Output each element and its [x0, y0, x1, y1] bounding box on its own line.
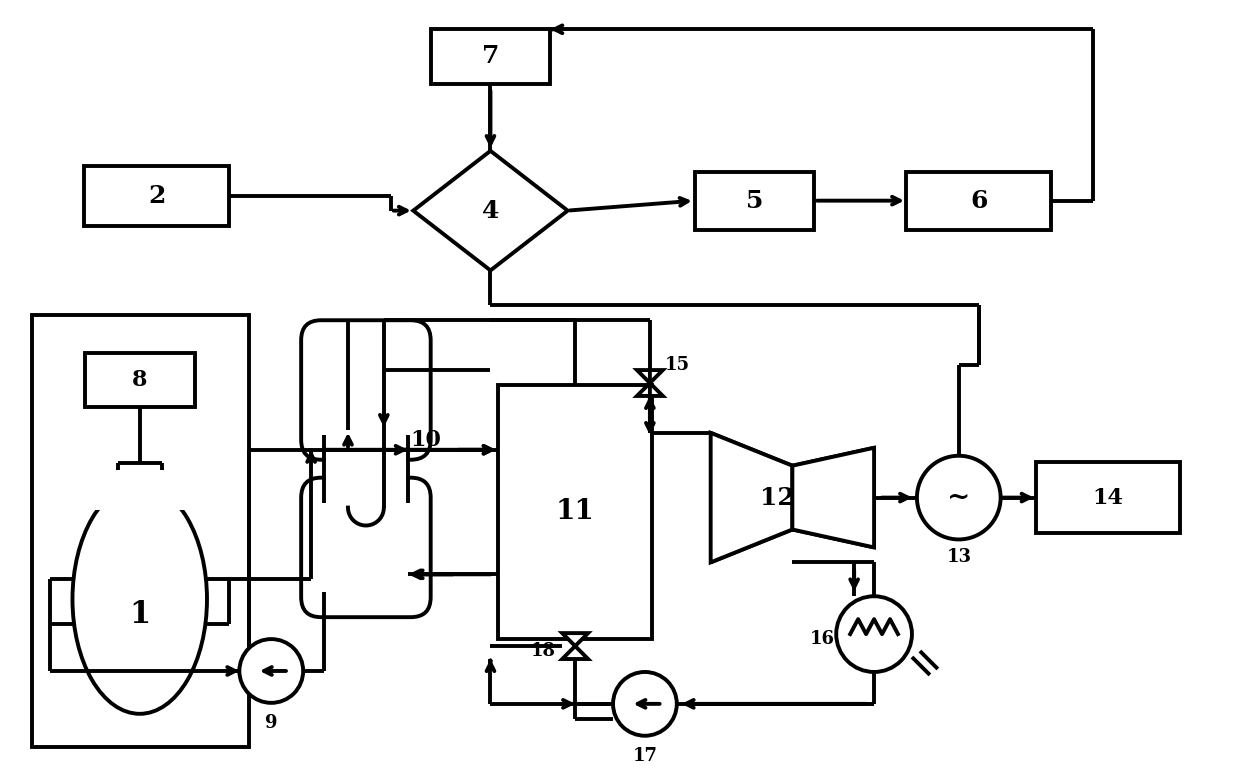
Text: 1: 1: [129, 598, 150, 630]
Text: 15: 15: [665, 356, 691, 374]
Bar: [498, 384, 652, 638]
Text: 10: 10: [410, 428, 441, 451]
Bar: [84, 166, 229, 225]
Bar: [430, 29, 551, 83]
Circle shape: [613, 672, 677, 736]
Text: 11: 11: [556, 498, 594, 525]
Text: ~: ~: [947, 484, 971, 511]
Text: 12: 12: [760, 486, 795, 510]
Polygon shape: [711, 433, 792, 562]
Bar: [326, 430, 405, 507]
Circle shape: [239, 639, 303, 703]
Text: 5: 5: [745, 188, 763, 212]
Text: 2: 2: [148, 184, 165, 208]
Circle shape: [916, 455, 1001, 540]
Bar: [84, 353, 195, 408]
Text: 7: 7: [482, 44, 500, 68]
Bar: [32, 315, 249, 747]
Polygon shape: [562, 646, 588, 659]
FancyBboxPatch shape: [301, 320, 430, 460]
Polygon shape: [637, 370, 663, 383]
Polygon shape: [562, 633, 588, 646]
Bar: [694, 172, 815, 229]
Bar: [60, 469, 219, 510]
Text: 8: 8: [131, 369, 148, 391]
Ellipse shape: [72, 485, 207, 714]
Text: 13: 13: [946, 548, 971, 567]
Circle shape: [836, 596, 911, 672]
Text: 18: 18: [531, 642, 556, 660]
Bar: [1035, 462, 1180, 533]
Text: 9: 9: [265, 714, 278, 732]
Text: 14: 14: [1092, 486, 1123, 509]
Text: 16: 16: [810, 630, 835, 648]
Text: 6: 6: [970, 188, 987, 212]
Polygon shape: [637, 383, 663, 396]
Polygon shape: [413, 151, 568, 270]
Polygon shape: [792, 448, 874, 547]
Text: 4: 4: [482, 198, 500, 222]
Text: 17: 17: [632, 747, 657, 764]
Bar: [906, 172, 1052, 229]
FancyBboxPatch shape: [301, 478, 430, 617]
